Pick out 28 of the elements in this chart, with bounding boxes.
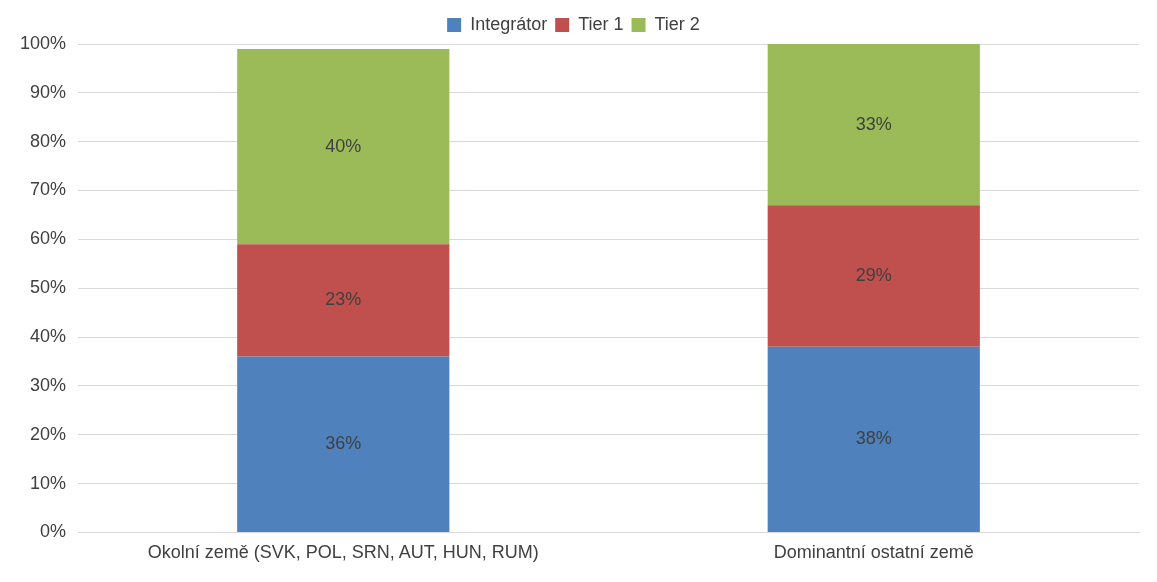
y-tick-label: 100%: [19, 32, 67, 53]
x-tick-label: Okolní země (SVK, POL, SRN, AUT, HUN, RUM): [147, 542, 539, 563]
bar: [237, 244, 450, 357]
y-tick-label: 60%: [30, 228, 67, 249]
y-tick-label: 10%: [30, 472, 67, 493]
bar: [237, 356, 450, 532]
text: 29%: [855, 264, 892, 285]
legend-label: Tier 1: [578, 13, 624, 34]
y-tick-label: 40%: [30, 326, 67, 347]
text: 23%: [325, 289, 362, 310]
text: 36%: [325, 433, 362, 454]
y-tick-label: 50%: [30, 277, 67, 298]
x-tick-label: Dominantní ostatní země: [773, 542, 974, 563]
legend-label: Tier 2: [654, 13, 700, 34]
y-tick-label: 80%: [30, 130, 67, 151]
y-tick-label: 0%: [40, 521, 67, 542]
y-tick-label: 30%: [30, 374, 67, 395]
text: 40%: [325, 135, 362, 156]
bar: [767, 346, 980, 532]
y-tick-label: 70%: [30, 179, 67, 200]
bar: [767, 44, 980, 206]
y-tick-label: 20%: [30, 423, 67, 444]
bar: [237, 48, 450, 245]
text: 33%: [855, 113, 892, 134]
legend-label: Integrátor: [470, 13, 548, 34]
text: 38%: [855, 428, 892, 449]
y-tick-label: 90%: [30, 81, 67, 102]
bar: [767, 205, 980, 347]
